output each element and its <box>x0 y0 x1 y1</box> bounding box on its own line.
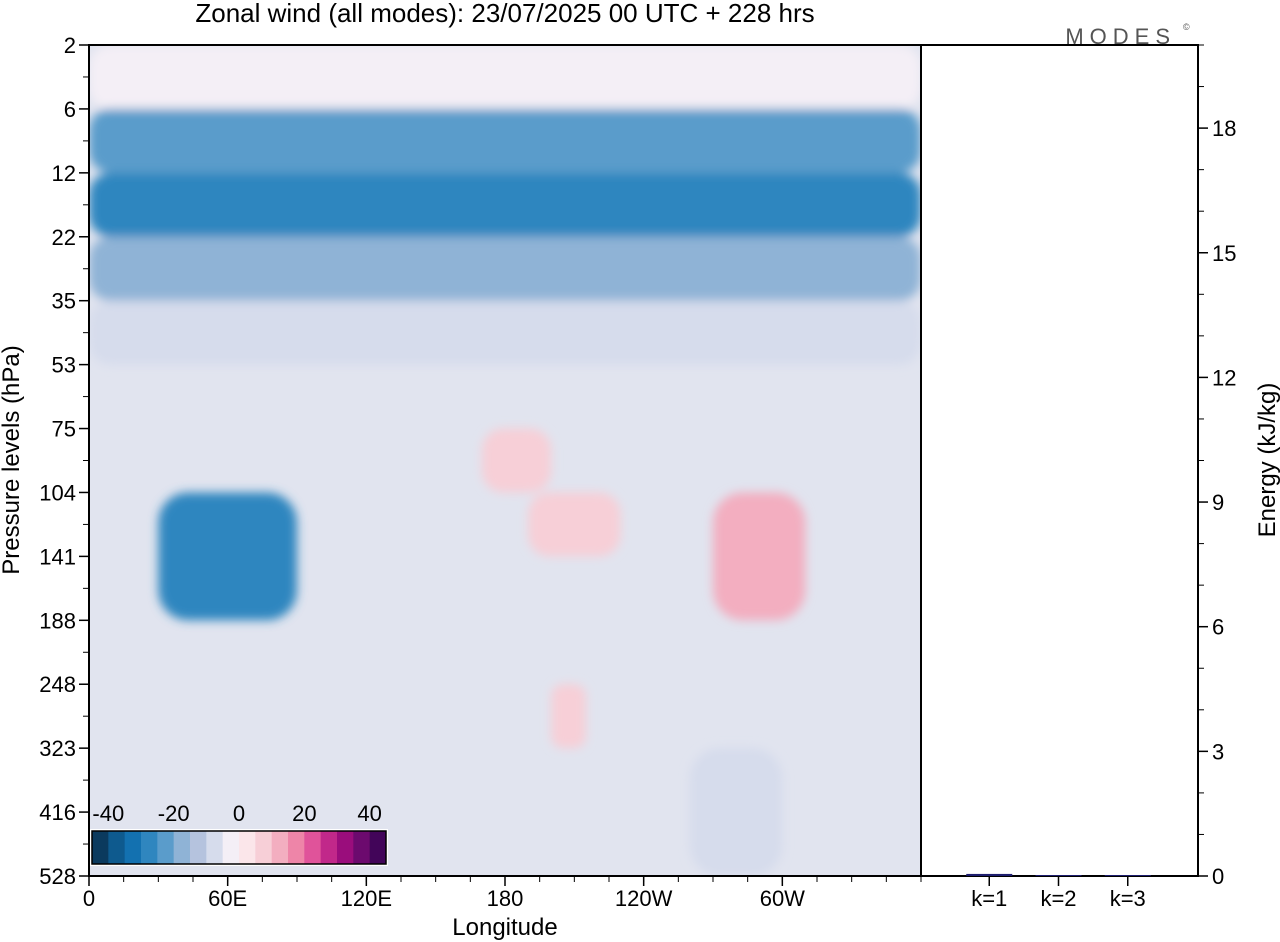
colorbar-swatch <box>190 831 207 864</box>
colorbar-swatch <box>222 831 240 864</box>
energy-tick-label: 6 <box>1212 615 1224 640</box>
energy-tick-label: 0 <box>1212 864 1224 889</box>
wind-region-7 <box>528 492 621 557</box>
longitude-tick-label: 0 <box>83 886 95 911</box>
longitude-axis: 0 60E 120E 180 120W 60W <box>83 876 922 911</box>
pressure-tick-label: 104 <box>39 480 76 505</box>
colorbar-label: 40 <box>357 801 381 826</box>
wavenumber-label: k=1 <box>971 886 1007 911</box>
wavenumber-labels: k=1 k=2 k=3 <box>971 876 1146 911</box>
pressure-tick-label: 141 <box>39 544 76 569</box>
pressure-tick-label: 528 <box>39 864 76 889</box>
wind-region-9 <box>551 684 586 749</box>
colorbar-swatch <box>92 831 109 864</box>
energy-bar <box>966 873 1013 876</box>
energy-axis: 0 3 6 9 12 15 18 <box>1198 44 1236 889</box>
pressure-tick-label: 6 <box>64 97 76 122</box>
colorbar-swatch <box>369 831 387 864</box>
pressure-tick-label: 416 <box>39 800 76 825</box>
energy-tick-label: 12 <box>1212 365 1236 390</box>
colorbar-swatch <box>239 831 256 864</box>
colorbar-swatch <box>157 831 175 864</box>
wind-region-6 <box>481 428 552 493</box>
pressure-tick-label: 2 <box>64 33 76 58</box>
wind-region-5 <box>158 492 297 621</box>
colorbar-swatch <box>108 831 126 864</box>
wind-region-4 <box>89 300 921 365</box>
pressure-axis: 2 6 12 22 35 53 75 104 141 188 248 323 416 528 <box>39 33 89 889</box>
colorbar: -40 -20 0 20 40 <box>90 801 388 866</box>
pressure-tick-label: 12 <box>52 161 76 186</box>
colorbar-swatch <box>304 831 322 864</box>
chart-title: Zonal wind (all modes): 23/07/2025 00 UT… <box>195 0 814 28</box>
pressure-tick-label: 53 <box>52 353 76 378</box>
colorbar-swatch <box>288 831 305 864</box>
pressure-tick-label: 35 <box>52 289 76 314</box>
longitude-tick-label: 60E <box>208 886 247 911</box>
colorbar-swatch <box>206 831 224 864</box>
energy-tick-label: 18 <box>1212 116 1236 141</box>
x-axis-label: Longitude <box>452 914 557 941</box>
colorbar-label: -40 <box>92 801 124 826</box>
wind-region-8 <box>713 492 806 621</box>
colorbar-label: -20 <box>158 801 190 826</box>
longitude-tick-label: 120W <box>615 886 673 911</box>
pressure-tick-label: 188 <box>39 608 76 633</box>
energy-bar <box>1035 875 1082 876</box>
colorbar-label: 0 <box>233 801 245 826</box>
pressure-tick-label: 323 <box>39 736 76 761</box>
zonal-wind-heatmap <box>89 45 921 876</box>
wind-region-10 <box>689 748 783 876</box>
pressure-tick-label: 75 <box>52 417 76 442</box>
colorbar-label: 20 <box>292 801 316 826</box>
energy-bars <box>966 873 1151 876</box>
energy-axis-label: Energy (kJ/kg) <box>1254 383 1280 538</box>
colorbar-swatch <box>337 831 354 864</box>
energy-tick-label: 3 <box>1212 739 1224 764</box>
wind-region-3 <box>89 236 921 301</box>
energy-tick-label: 15 <box>1212 241 1236 266</box>
colorbar-swatch <box>124 831 142 864</box>
colorbar-swatch <box>271 831 289 864</box>
wavenumber-label: k=2 <box>1040 886 1076 911</box>
longitude-tick-label: 60W <box>760 886 805 911</box>
energy-bar <box>1104 875 1151 876</box>
pressure-tick-label: 22 <box>52 225 76 250</box>
wind-region-1 <box>89 108 921 173</box>
energy-panel-frame <box>920 44 1199 877</box>
colorbar-frame <box>91 830 387 865</box>
wind-region-0 <box>89 45 921 109</box>
wavenumber-label: k=3 <box>1110 886 1146 911</box>
energy-tick-label: 9 <box>1212 490 1224 515</box>
longitude-tick-label: 120E <box>341 886 392 911</box>
colorbar-swatch <box>353 831 371 864</box>
colorbar-swatch <box>320 831 338 864</box>
wind-region-2 <box>89 172 921 237</box>
colorbar-swatch <box>141 831 158 864</box>
longitude-tick-label: 180 <box>487 886 524 911</box>
colorbar-swatch <box>255 831 273 864</box>
colorbar-swatch <box>173 831 191 864</box>
pressure-tick-label: 248 <box>39 672 76 697</box>
modes-logo-mark: © <box>1183 22 1190 32</box>
y-axis-label: Pressure levels (hPa) <box>0 345 25 574</box>
